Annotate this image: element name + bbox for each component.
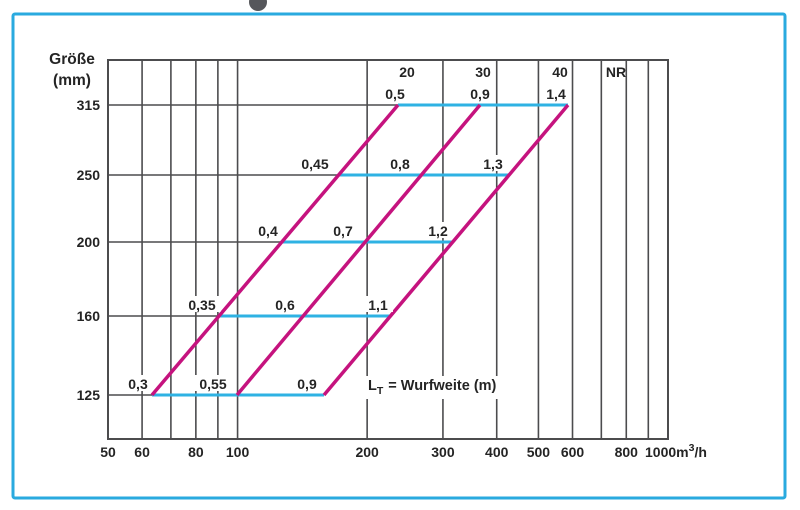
value-label-mask bbox=[253, 222, 283, 238]
y-tick-200: 200 bbox=[77, 234, 101, 250]
value-label-mask bbox=[385, 155, 415, 171]
x-tick-300: 300 bbox=[431, 444, 455, 460]
x-gridlines bbox=[107, 60, 669, 439]
y-tick-160: 160 bbox=[77, 308, 101, 324]
x-tick-80: 80 bbox=[188, 444, 204, 460]
figure-frame bbox=[11, 12, 787, 500]
value-label-mask bbox=[194, 375, 232, 391]
x-tick-200: 200 bbox=[355, 444, 379, 460]
annotation-symbol: L bbox=[368, 378, 377, 394]
wurfweite-value-125-40: 0,9 bbox=[297, 376, 317, 392]
wurfweite-value-125-20: 0,3 bbox=[128, 376, 148, 392]
x-tick-1000: 1000m3/h bbox=[645, 442, 707, 460]
wurfweite-value-160-30: 0,6 bbox=[275, 297, 295, 313]
value-label-mask bbox=[292, 375, 322, 391]
value-label-mask bbox=[423, 222, 453, 238]
wurfweite-value-200-30: 0,7 bbox=[333, 223, 353, 239]
value-label-mask bbox=[123, 375, 153, 391]
wurfweite-value-125-30: 0,55 bbox=[199, 376, 226, 392]
y-axis-title-line2: (mm) bbox=[53, 71, 91, 89]
wurfweite-value-200-40: 1,2 bbox=[428, 223, 448, 239]
y-tick-125: 125 bbox=[77, 387, 101, 403]
y-tick-250: 250 bbox=[77, 167, 101, 183]
wurfweite-value-315-20: 0,5 bbox=[385, 86, 405, 102]
wurfweite-value-160-40: 1,1 bbox=[368, 297, 388, 313]
value-label-mask bbox=[183, 296, 221, 312]
x-tick-500: 500 bbox=[527, 444, 551, 460]
value-label-mask bbox=[270, 296, 300, 312]
x-tick-50: 50 bbox=[100, 444, 116, 460]
y-axis-title-line1: Größe bbox=[49, 51, 95, 68]
wurfweite-value-160-20: 0,35 bbox=[188, 297, 215, 313]
value-label-mask bbox=[296, 155, 334, 171]
throw-annotation: LT = Wurfweite (m) bbox=[362, 376, 503, 399]
value-label-mask bbox=[363, 296, 393, 312]
throw-line-label-20: 20 bbox=[399, 64, 415, 80]
y-axis-title: Größe (mm) bbox=[40, 50, 104, 92]
throw-line-label-30: 30 bbox=[475, 64, 491, 80]
x-tick-100: 100 bbox=[226, 444, 250, 460]
annotation-subscript: T bbox=[376, 384, 384, 397]
wurfweite-value-250-40: 1,3 bbox=[483, 156, 503, 172]
value-label-mask bbox=[380, 85, 410, 101]
nr-label: NR bbox=[606, 64, 626, 80]
plot-border bbox=[107, 59, 669, 440]
value-label-mask bbox=[478, 155, 508, 171]
y-tick-315: 315 bbox=[77, 97, 101, 113]
value-label-mask bbox=[465, 85, 495, 101]
throw-line-30 bbox=[235, 103, 482, 397]
wurfweite-value-250-20: 0,45 bbox=[301, 156, 328, 172]
value-label-mask bbox=[328, 222, 358, 238]
cropped-bullet-dot bbox=[249, 0, 267, 11]
x-tick-800: 800 bbox=[615, 444, 639, 460]
wurfweite-value-200-20: 0,4 bbox=[258, 223, 278, 239]
throw-line-40 bbox=[322, 103, 570, 397]
wurfweite-value-315-30: 0,9 bbox=[470, 86, 490, 102]
wurfweite-value-315-40: 1,4 bbox=[546, 86, 566, 102]
throw-line-20 bbox=[150, 103, 400, 397]
annotation-text: = Wurfweite (m) bbox=[388, 378, 497, 394]
x-tick-400: 400 bbox=[485, 444, 509, 460]
wurfweite-value-250-30: 0,8 bbox=[390, 156, 410, 172]
x-tick-60: 60 bbox=[134, 444, 150, 460]
value-label-mask bbox=[541, 85, 571, 101]
throw-line-label-40: 40 bbox=[552, 64, 568, 80]
x-tick-600: 600 bbox=[561, 444, 585, 460]
